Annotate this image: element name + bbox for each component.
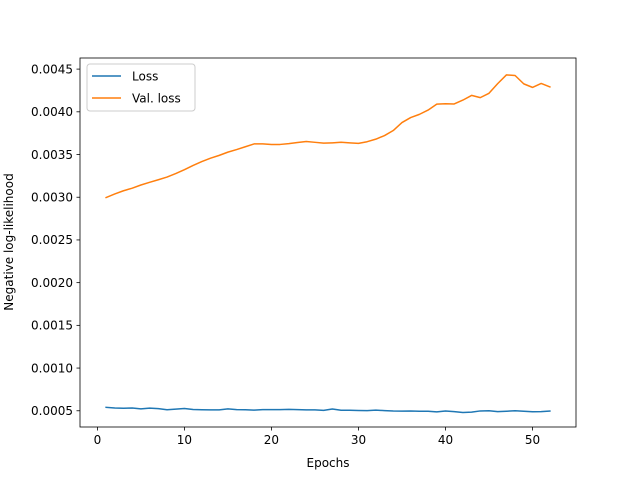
x-tick-label: 20 xyxy=(264,433,279,447)
y-tick-label: 0.0005 xyxy=(31,404,73,418)
x-tick-label: 0 xyxy=(94,433,102,447)
x-tick-label: 30 xyxy=(351,433,366,447)
legend-label-loss: Loss xyxy=(132,70,158,84)
y-tick-label: 0.0025 xyxy=(31,233,73,247)
y-tick-label: 0.0015 xyxy=(31,319,73,333)
x-tick-label: 50 xyxy=(525,433,540,447)
legend: Loss Val. loss xyxy=(86,63,196,112)
series-line-loss xyxy=(105,406,551,414)
series-line-val-loss xyxy=(105,74,551,199)
y-tick-label: 0.0010 xyxy=(31,361,73,375)
axes-frame xyxy=(79,57,577,428)
y-tick-label: 0.0035 xyxy=(31,148,73,162)
legend-label-val-loss: Val. loss xyxy=(132,92,181,106)
y-axis: 0.0005 0.0010 0.0015 0.0020 0.0025 0.0030 0.00… xyxy=(31,62,80,418)
x-axis: 0 10 20 30 40 50 xyxy=(94,427,540,447)
y-tick-label: 0.0030 xyxy=(31,191,73,205)
y-tick-label: 0.0040 xyxy=(31,105,73,119)
y-axis-label: Negative log-likelihood xyxy=(2,173,16,310)
y-tick-label: 0.0020 xyxy=(31,276,73,290)
y-tick-label: 0.0045 xyxy=(31,62,73,76)
x-tick-label: 40 xyxy=(438,433,453,447)
x-tick-label: 10 xyxy=(177,433,192,447)
x-axis-label: Epochs xyxy=(307,456,350,470)
plot-area xyxy=(105,74,551,414)
